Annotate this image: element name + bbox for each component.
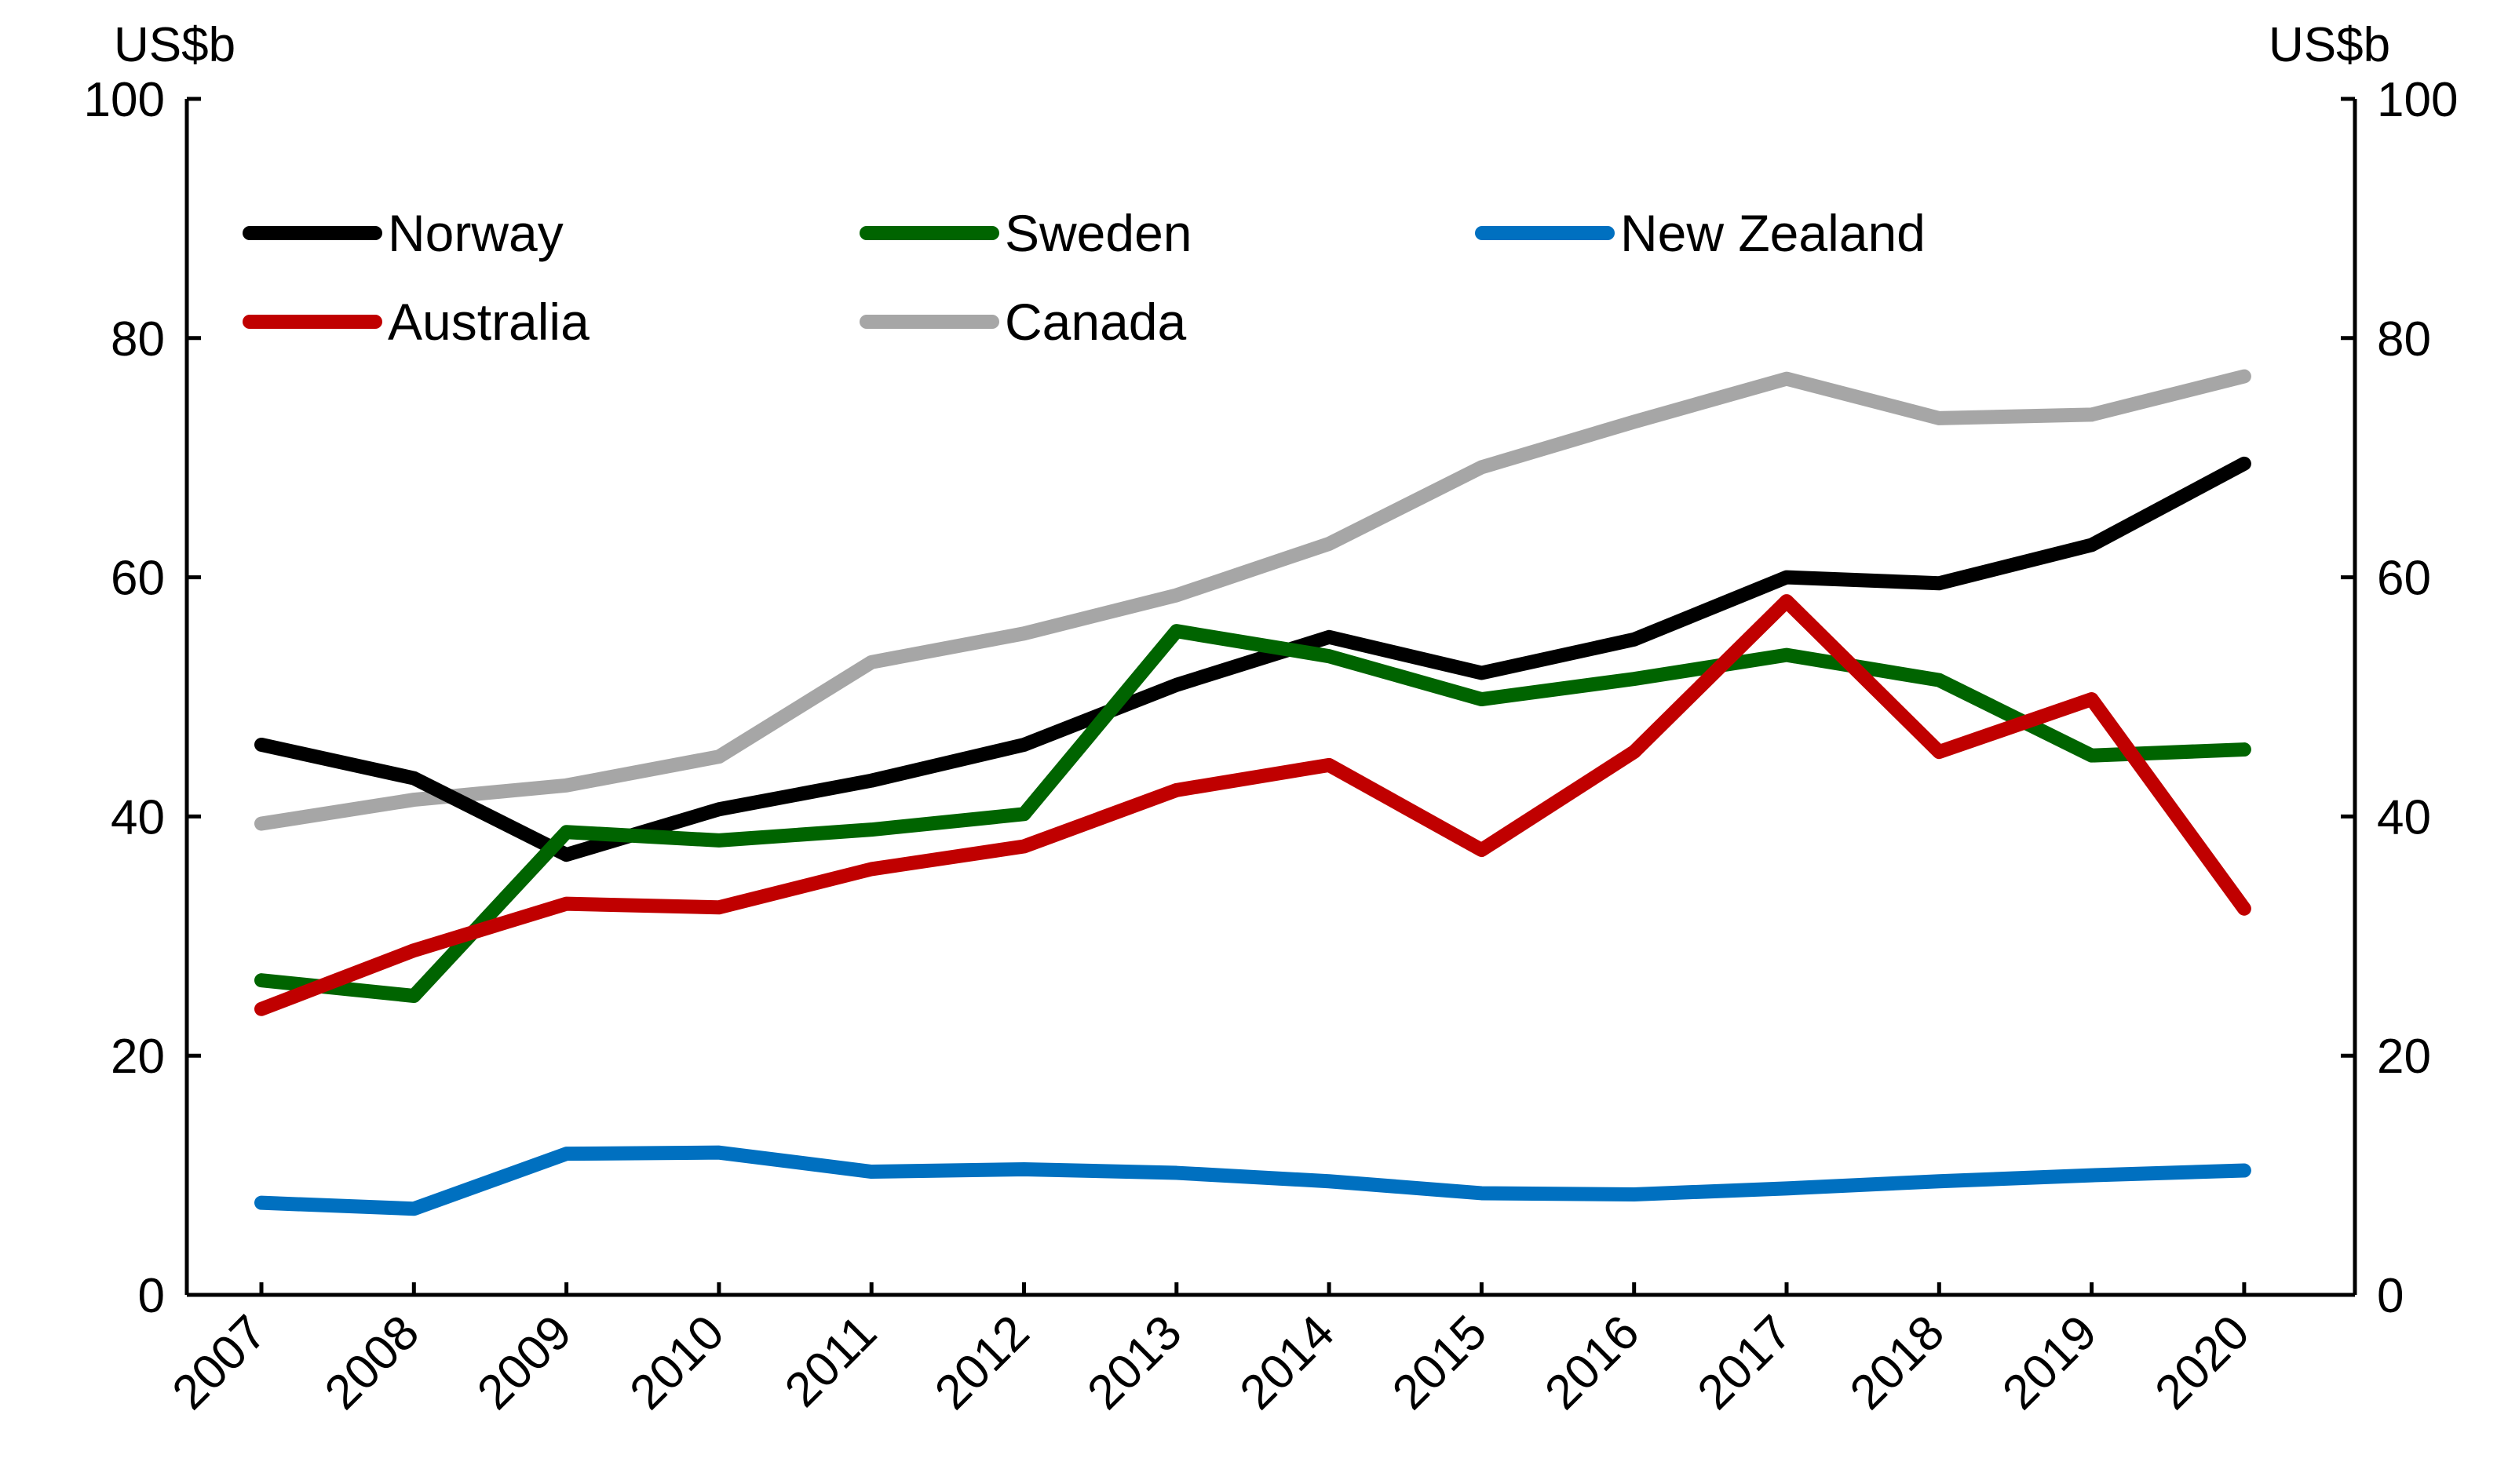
x-tick-label: 2017 [1688, 1305, 1802, 1420]
legend-label-sweden: Sweden [1005, 204, 1192, 262]
left-y-tick-label: 60 [111, 552, 165, 606]
x-tick-label: 2011 [775, 1305, 887, 1417]
right-axis-unit: US$b [2269, 18, 2390, 72]
x-tick-label: 2020 [2145, 1305, 2259, 1420]
sweden-series-line [254, 624, 2251, 1003]
right-y-tick-label: 100 [2377, 73, 2458, 127]
x-tick-label: 2018 [1840, 1305, 1955, 1420]
x-tick-label: 2015 [1382, 1305, 1497, 1420]
australia-series-line [254, 594, 2251, 1016]
right-y-tick-label: 60 [2377, 552, 2431, 606]
x-tick-label: 2009 [467, 1305, 582, 1420]
x-tick-label: 2019 [1992, 1305, 2107, 1420]
legend-label-canada: Canada [1005, 293, 1186, 351]
norway-series-line [254, 456, 2251, 862]
x-tick-label: 2010 [619, 1305, 734, 1420]
left-y-tick-label: 40 [111, 790, 165, 844]
x-tick-label: 2007 [162, 1305, 277, 1420]
x-tick-label: 2012 [925, 1305, 1039, 1420]
legend-label-norway: Norway [388, 204, 564, 262]
canada-series-line [254, 369, 2251, 831]
x-tick-label: 2014 [1230, 1305, 1345, 1420]
left-y-tick-label: 100 [84, 73, 165, 127]
right-y-tick-label: 20 [2377, 1030, 2431, 1084]
legend: Norway Sweden New Zealand Australia Canada [243, 204, 1926, 351]
x-tick-label: 2008 [315, 1305, 429, 1420]
right-y-tick-label: 80 [2377, 312, 2431, 366]
new-zealand-series-line [254, 1145, 2251, 1216]
x-tick-label: 2016 [1535, 1305, 1649, 1420]
series-lines [254, 369, 2251, 1216]
right-y-tick-label: 0 [2377, 1269, 2404, 1323]
right-y-tick-label: 40 [2377, 790, 2431, 844]
legend-label-australia: Australia [388, 293, 590, 351]
left-y-tick-label: 0 [138, 1269, 165, 1323]
left-axis-unit: US$b [114, 18, 235, 72]
legend-label-new-zealand: New Zealand [1620, 204, 1926, 262]
left-y-tick-label: 80 [111, 312, 165, 366]
x-tick-label: 2013 [1077, 1305, 1192, 1420]
left-y-tick-label: 20 [111, 1030, 165, 1084]
